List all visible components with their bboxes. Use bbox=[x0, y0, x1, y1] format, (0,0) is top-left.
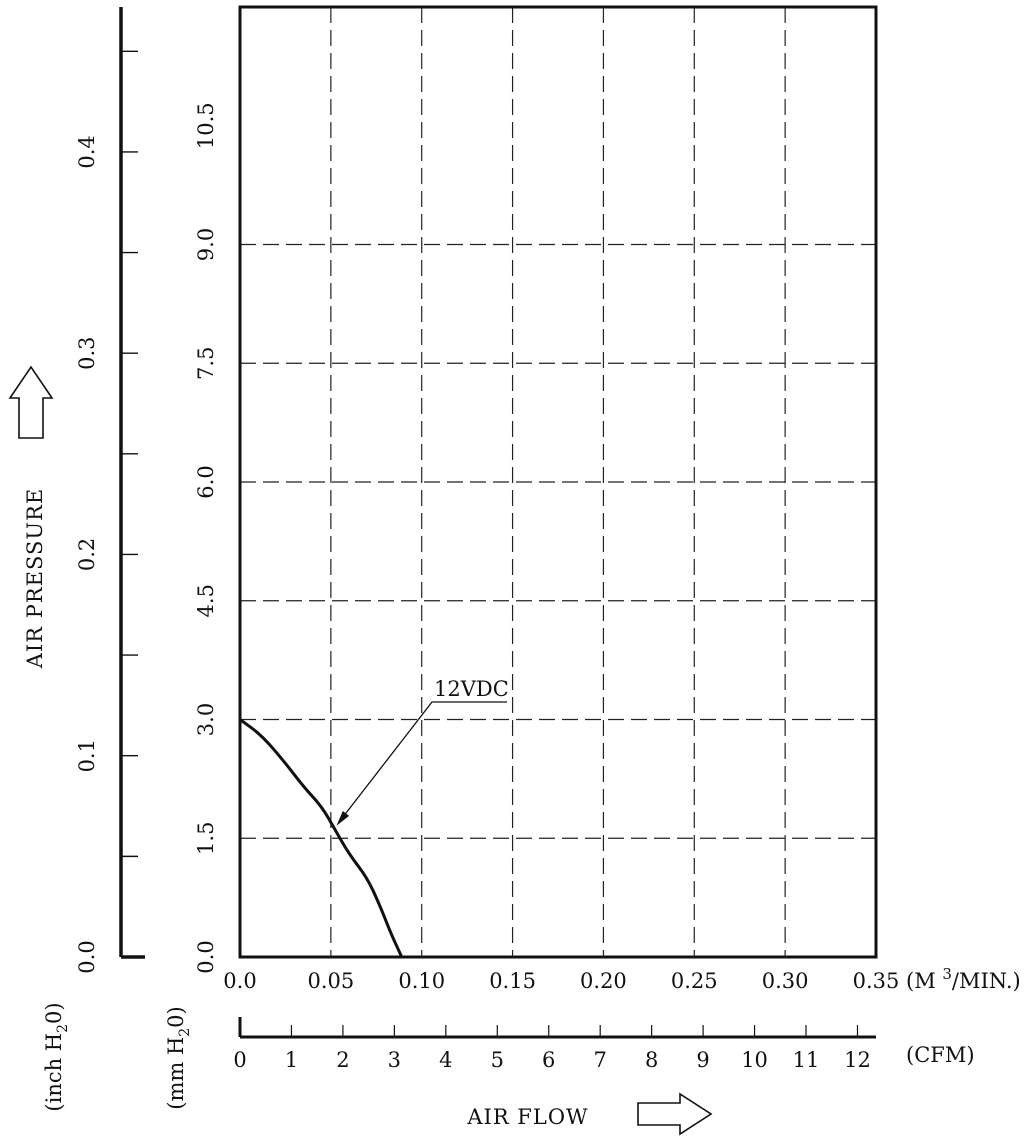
series-layer bbox=[239, 718, 404, 958]
annotation-leader-line bbox=[337, 701, 507, 824]
x-tick-label-cfm: 1 bbox=[285, 1048, 298, 1072]
x-tick-label-cfm: 10 bbox=[741, 1048, 768, 1072]
y-tick-label-mm: 9.0 bbox=[194, 228, 218, 261]
x-tick-label-m3min: 0.30 bbox=[762, 969, 809, 993]
axes: 0.0 0.05 0.10 0.15 0.20 0.25 0.30 0.35 (M 3/MIN.… bbox=[42, 7, 1021, 1112]
x-tick-label-m3min: 0.15 bbox=[489, 969, 536, 993]
x-unit-label-m3min: (M 3/MIN.) bbox=[906, 965, 1021, 993]
right-arrow-icon bbox=[637, 1092, 713, 1136]
plot-border bbox=[238, 5, 878, 959]
x-tick-label-cfm: 0 bbox=[233, 1048, 246, 1072]
labels: AIR PRESSURE AIR FLOW 12VDC bbox=[8, 365, 713, 1136]
y-unit-label-inch: (inch H20) bbox=[42, 1002, 71, 1111]
y-tick-label-mm: 0.0 bbox=[194, 940, 218, 973]
x-tick-label-cfm: 8 bbox=[645, 1048, 658, 1072]
x-tick-label-cfm: 3 bbox=[388, 1048, 401, 1072]
x-tick-label-m3min: 0.10 bbox=[398, 969, 445, 993]
x-axis-title: AIR FLOW bbox=[466, 1105, 588, 1129]
y-tick-label-mm: 10.5 bbox=[194, 102, 218, 149]
y-tick-label-mm: 4.5 bbox=[194, 584, 218, 617]
annotation-label: 12VDC bbox=[434, 677, 509, 701]
y-tick-label-inch: 0.3 bbox=[75, 336, 99, 369]
x-tick-label-m3min: 0.35 bbox=[853, 969, 900, 993]
y-tick-label-mm: 6.0 bbox=[194, 465, 218, 498]
y-tick-label-inch: 0.2 bbox=[75, 538, 99, 571]
y-unit-label-mm: (mm H20) bbox=[164, 1006, 193, 1110]
y-tick-label-mm: 7.5 bbox=[194, 347, 218, 380]
x-tick-label-cfm: 6 bbox=[542, 1048, 555, 1072]
y-tick-label-mm: 3.0 bbox=[194, 703, 218, 736]
annotation-arrowhead bbox=[336, 811, 350, 826]
x-tick-label-cfm: 5 bbox=[491, 1048, 504, 1072]
grid-lines bbox=[240, 7, 876, 957]
y-axis-title: AIR PRESSURE bbox=[23, 488, 47, 669]
y-tick-label-mm: 1.5 bbox=[194, 822, 218, 855]
y-tick-label-inch: 0.0 bbox=[75, 940, 99, 973]
x-tick-label-m3min: 0.20 bbox=[580, 969, 627, 993]
x-tick-label-cfm: 4 bbox=[439, 1048, 452, 1072]
x-tick-label-cfm: 12 bbox=[844, 1048, 871, 1072]
x-tick-label-cfm: 2 bbox=[336, 1048, 349, 1072]
series-line-12vdc bbox=[239, 718, 404, 958]
x-tick-label-cfm: 9 bbox=[696, 1048, 709, 1072]
x-tick-label-cfm: 11 bbox=[793, 1048, 820, 1072]
x-tick-label-m3min: 0.0 bbox=[223, 969, 256, 993]
y-tick-label-inch: 0.1 bbox=[75, 739, 99, 772]
y-tick-label-inch: 0.4 bbox=[75, 135, 99, 168]
x-unit-label-cfm: (CFM) bbox=[906, 1043, 975, 1067]
x-tick-label-m3min: 0.25 bbox=[671, 969, 718, 993]
plot-frame bbox=[238, 5, 878, 959]
x-tick-label-m3min: 0.05 bbox=[307, 969, 354, 993]
x-tick-label-cfm: 7 bbox=[594, 1048, 607, 1072]
up-arrow-icon bbox=[8, 365, 54, 439]
